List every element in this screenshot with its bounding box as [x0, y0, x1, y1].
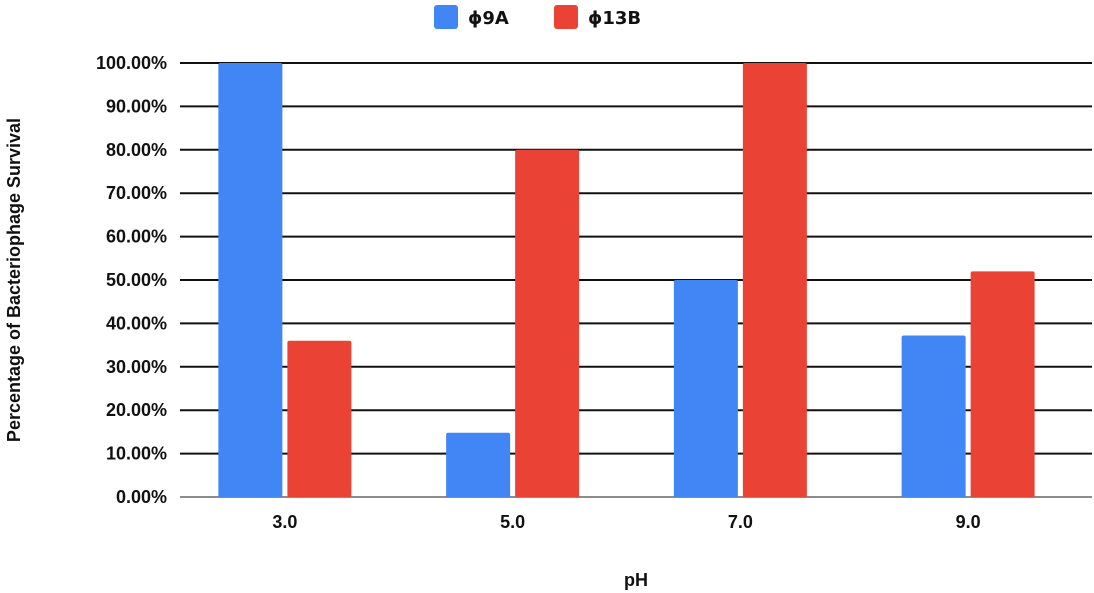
bar-phi9a-ph-9.0	[901, 335, 966, 497]
x-axis-title: pH	[624, 570, 648, 590]
y-tick-label: 50.00%	[106, 270, 167, 290]
y-tick-label: 0.00%	[116, 487, 167, 507]
legend-swatch-phi13b	[554, 5, 578, 29]
y-tick-label: 40.00%	[106, 313, 167, 333]
y-axis-title: Percentage of Bacteriophage Survival	[4, 118, 24, 442]
x-tick-label: 3.0	[272, 512, 297, 532]
y-tick-label: 20.00%	[106, 400, 167, 420]
bar-phi9a-ph-7.0	[673, 280, 738, 497]
x-tick-label: 5.0	[500, 512, 525, 532]
bar-phi13b-ph-3.0	[287, 340, 352, 497]
x-axis-ticks: 3.0 5.0 7.0 9.0	[272, 512, 980, 532]
y-tick-label: 30.00%	[106, 357, 167, 377]
legend-label-phi13b: ϕ13B	[588, 8, 641, 29]
legend-label-phi9a: ϕ9A	[468, 8, 509, 29]
bar-phi9a-ph-5.0	[446, 432, 511, 497]
bars	[218, 63, 1035, 498]
bar-phi13b-ph-9.0	[970, 271, 1035, 497]
legend-swatch-phi9a	[434, 5, 458, 29]
y-axis-ticks: 0.00% 10.00% 20.00% 30.00% 40.00% 50.00% 60.00…	[96, 53, 167, 507]
bar-phi13b-ph-7.0	[742, 63, 807, 497]
bar-phi9a-ph-3.0	[218, 63, 283, 497]
legend: ϕ9A ϕ13B	[434, 5, 641, 29]
y-tick-label: 60.00%	[106, 227, 167, 247]
y-tick-label: 70.00%	[106, 183, 167, 203]
y-tick-label: 10.00%	[106, 444, 167, 464]
y-tick-label: 100.00%	[96, 53, 167, 73]
x-tick-label: 9.0	[956, 512, 981, 532]
x-tick-label: 7.0	[728, 512, 753, 532]
y-tick-label: 90.00%	[106, 96, 167, 116]
y-tick-label: 80.00%	[106, 140, 167, 160]
bar-phi13b-ph-5.0	[515, 149, 580, 498]
